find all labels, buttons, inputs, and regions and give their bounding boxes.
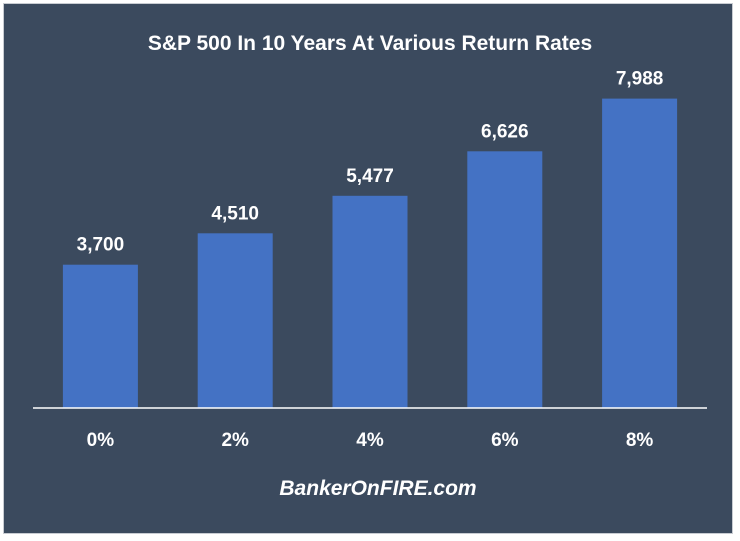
chart-title: S&P 500 In 10 Years At Various Return Ra…	[148, 32, 592, 55]
data-label-2pct: 4,510	[211, 203, 259, 224]
data-label-8pct: 7,988	[616, 69, 664, 90]
x-tick-label-4pct: 4%	[356, 430, 384, 451]
source-watermark: BankerOnFIRE.com	[279, 477, 476, 500]
bar-4pct	[332, 195, 408, 408]
data-label-4pct: 5,477	[346, 166, 394, 187]
x-tick-label-6pct: 6%	[491, 430, 519, 451]
bar-2pct	[197, 233, 273, 408]
x-tick-label-8pct: 8%	[626, 430, 654, 451]
data-label-6pct: 6,626	[481, 121, 529, 142]
x-tick-labels: 0% 2% 4% 6% 8%	[87, 430, 654, 451]
bar-6pct	[467, 151, 543, 409]
bar-8pct	[602, 98, 678, 408]
bar-0pct	[62, 264, 138, 408]
bars-layer: 3,700 4,510 5,477 6,626 7,988	[62, 69, 678, 409]
data-label-0pct: 3,700	[77, 235, 125, 256]
x-tick-label-0pct: 0%	[87, 430, 115, 451]
x-tick-label-2pct: 2%	[221, 430, 249, 451]
